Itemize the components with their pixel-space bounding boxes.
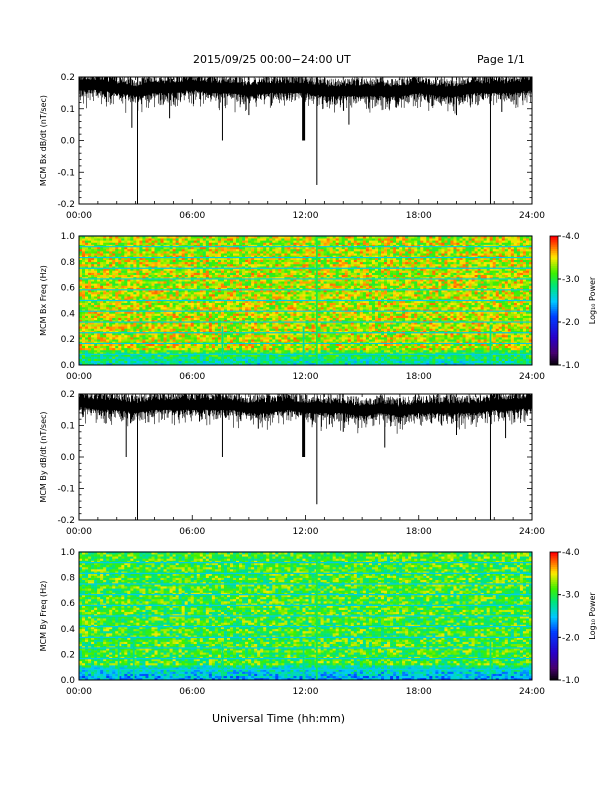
- x-tick-label: 18:00: [406, 372, 432, 382]
- y-tick-label: 0.0: [61, 453, 76, 463]
- colorbar-frame: [549, 235, 559, 366]
- colorbar-label: Log₁₀ Power: [588, 592, 597, 640]
- x-tick-label: 00:00: [66, 687, 92, 697]
- colorbar-tick-label: -4.0: [562, 548, 580, 558]
- y-axis-title: MCM By dB/dt (nT/sec): [39, 411, 48, 502]
- x-tick-label: 06:00: [179, 687, 205, 697]
- colorbar-tick-label: -2.0: [562, 633, 580, 643]
- colorbar-tick-label: -1.0: [562, 361, 580, 371]
- y-axis-title: MCM By Freq (Hz): [39, 581, 48, 652]
- x-tick-label: 00:00: [66, 211, 92, 221]
- colorbar-tick-label: -3.0: [562, 591, 580, 601]
- x-tick-label: 00:00: [66, 372, 92, 382]
- y-tick-label: 0.2: [61, 335, 75, 345]
- x-tick-label: 06:00: [179, 211, 205, 221]
- series-line: [78, 394, 533, 434]
- y-tick-label: 0.0: [61, 361, 76, 371]
- colorbar-tick-label: -4.0: [562, 232, 580, 242]
- y-tick-label: 0.6: [61, 284, 76, 294]
- x-tick-label: 12:00: [293, 527, 319, 537]
- x-tick-label: 12:00: [293, 372, 319, 382]
- y-tick-label: 0.1: [61, 422, 75, 432]
- y-tick-label: 0.2: [61, 650, 75, 660]
- y-tick-label: -0.2: [57, 516, 75, 526]
- y-tick-label: 0.4: [61, 625, 76, 635]
- x-axis-title: Universal Time (hh:mm): [212, 712, 345, 725]
- page-number: Page 1/1: [477, 53, 525, 66]
- x-tick-label: 12:00: [293, 687, 319, 697]
- y-tick-label: -0.1: [57, 168, 75, 178]
- colorbar-tick-label: -1.0: [562, 676, 580, 686]
- y-axis-title: MCM Bx Freq (Hz): [39, 265, 48, 336]
- colorbar-label: Log₁₀ Power: [588, 276, 597, 324]
- colorbar-tick-label: -2.0: [562, 318, 580, 328]
- y-tick-label: 0.4: [61, 309, 76, 319]
- y-tick-label: 0.0: [61, 676, 76, 686]
- series-line: [78, 77, 533, 114]
- y-tick-label: -0.1: [57, 485, 75, 495]
- y-tick-label: 0.2: [61, 73, 75, 83]
- x-tick-label: 12:00: [293, 211, 319, 221]
- plot-frame: [78, 235, 533, 366]
- y-axis-title: MCM Bx dB/dt (nT/sec): [39, 95, 48, 186]
- x-tick-label: 06:00: [179, 527, 205, 537]
- colorbar-frame: [549, 551, 559, 681]
- x-tick-label: 24:00: [519, 372, 545, 382]
- y-tick-label: 1.0: [61, 232, 76, 242]
- x-tick-label: 18:00: [406, 687, 432, 697]
- x-tick-label: 18:00: [406, 211, 432, 221]
- colorbar-tick-label: -3.0: [562, 275, 580, 285]
- x-tick-label: 24:00: [519, 687, 545, 697]
- plot-frame: [78, 551, 533, 681]
- y-tick-label: -0.2: [57, 200, 75, 210]
- y-tick-label: 0.2: [61, 390, 75, 400]
- y-tick-label: 0.8: [61, 258, 76, 268]
- y-tick-label: 0.0: [61, 137, 76, 147]
- page-title: 2015/09/25 00:00−24:00 UT: [193, 53, 351, 66]
- x-tick-label: 24:00: [519, 527, 545, 537]
- spectrogram-cells: [79, 552, 533, 681]
- y-tick-label: 0.6: [61, 599, 76, 609]
- x-tick-label: 24:00: [519, 211, 545, 221]
- y-tick-label: 0.8: [61, 574, 76, 584]
- colorbar: [550, 236, 558, 366]
- x-tick-label: 00:00: [66, 527, 92, 537]
- x-tick-label: 06:00: [179, 372, 205, 382]
- y-tick-label: 0.1: [61, 105, 75, 115]
- x-tick-label: 18:00: [406, 527, 432, 537]
- y-tick-label: 1.0: [61, 548, 76, 558]
- colorbar: [550, 552, 558, 681]
